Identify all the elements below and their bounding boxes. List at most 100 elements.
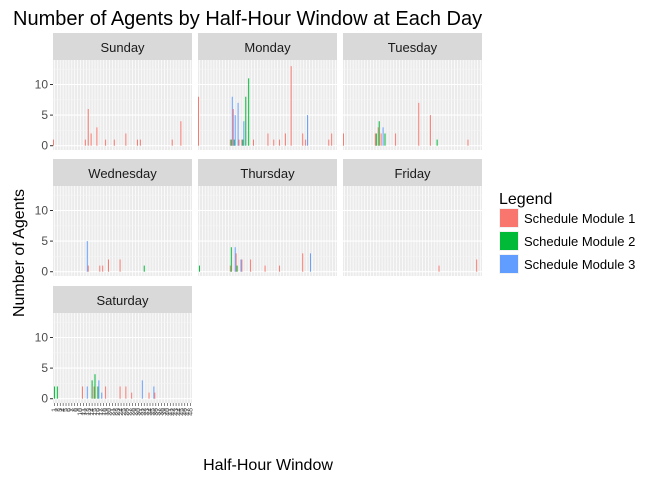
- x-tick-label: 14: [89, 408, 96, 416]
- bar-schedule-module-2: [56, 386, 58, 399]
- bar-schedule-module-1: [154, 392, 156, 399]
- x-tick-label: 16: [95, 408, 102, 416]
- facet-panel: [343, 60, 482, 150]
- bar-schedule-module-1: [305, 139, 307, 146]
- bar-schedule-module-1: [96, 127, 98, 146]
- facet-friday: Friday: [343, 159, 482, 276]
- x-tick-label: 9: [75, 408, 82, 412]
- bar-schedule-module-1: [438, 265, 440, 272]
- x-tick-label: 40: [164, 408, 171, 416]
- bar-schedule-module-3: [231, 96, 233, 146]
- y-tick-label: 5: [41, 361, 48, 375]
- x-tick-label: 4: [60, 408, 67, 412]
- bar-schedule-module-1: [238, 139, 240, 146]
- bar-schedule-module-1: [99, 265, 101, 272]
- facet-tuesday: Tuesday: [343, 33, 482, 150]
- x-tick-label: 32: [141, 408, 148, 416]
- y-tick-label: 0: [41, 139, 48, 153]
- bar-schedule-module-1: [476, 259, 478, 272]
- bar-schedule-module-1: [229, 139, 231, 146]
- bar-schedule-module-1: [105, 386, 107, 399]
- facet-monday: Monday: [198, 33, 337, 150]
- facet-wednesday: Wednesday 0 5 10: [35, 159, 192, 279]
- bar-schedule-module-3: [243, 121, 245, 146]
- x-tick-label: 15: [92, 408, 99, 416]
- x-tick-label: 18: [101, 408, 108, 416]
- bar-schedule-module-1: [284, 133, 286, 146]
- legend-swatch-schedule-module-1: [500, 209, 518, 227]
- x-tick-label: 8: [72, 408, 79, 412]
- x-tick-label: 2: [54, 408, 61, 412]
- facet-strip: [53, 159, 192, 186]
- bar-schedule-module-1: [81, 386, 83, 399]
- bar-schedule-module-3: [234, 115, 236, 146]
- x-tick-label: 26: [124, 408, 131, 416]
- x-tick-label: 35: [150, 408, 157, 416]
- bar-schedule-module-1: [125, 386, 127, 399]
- bar-schedule-module-1: [290, 66, 292, 146]
- y-tick-label: 0: [41, 265, 48, 279]
- bar-schedule-module-1: [279, 265, 281, 272]
- x-tick-label: 31: [138, 408, 145, 416]
- x-tick-label: 48: [188, 408, 195, 416]
- x-tick-label: 21: [109, 408, 116, 416]
- x-tick-label: 42: [170, 408, 177, 416]
- y-tick-label: 0: [41, 392, 48, 406]
- bar-schedule-module-1: [273, 139, 275, 146]
- x-tick-label: 30: [135, 408, 142, 416]
- x-tick-label: 38: [159, 408, 166, 416]
- facet-strip: [343, 33, 482, 60]
- x-tick-label: 3: [57, 408, 64, 412]
- bar-schedule-module-1: [235, 253, 237, 272]
- x-tick-label: 37: [156, 408, 163, 416]
- facet-saturday: Saturday05101234567891011121314151617181…: [35, 286, 195, 416]
- bar-schedule-module-1: [87, 108, 89, 146]
- x-tick-label: 33: [144, 408, 151, 416]
- bar-schedule-module-3: [382, 127, 384, 146]
- legend: Legend Schedule Module 1 Schedule Module …: [499, 191, 635, 274]
- bar-schedule-module-2: [378, 121, 380, 146]
- x-tick-label: 29: [133, 408, 140, 416]
- bar-schedule-module-2: [236, 265, 238, 272]
- y-axis-title: Number of Agents: [11, 189, 28, 317]
- bar-schedule-module-1: [198, 96, 199, 146]
- x-tick-label: 13: [86, 408, 93, 416]
- chart-title: Number of Agents by Half-Hour Window at …: [13, 8, 482, 30]
- bar-schedule-module-3: [240, 259, 242, 272]
- legend-swatch-schedule-module-2: [500, 232, 518, 250]
- x-tick-label: 45: [179, 408, 186, 416]
- x-tick-label: 1: [51, 408, 58, 412]
- bar-schedule-module-1: [377, 127, 379, 146]
- x-tick-label: 7: [69, 408, 76, 412]
- legend-label-schedule-module-2: Schedule Module 2: [524, 234, 635, 249]
- bar-schedule-module-2: [53, 386, 55, 399]
- x-tick-label: 44: [176, 408, 183, 416]
- bar-schedule-module-1: [429, 115, 431, 146]
- facet-strip-label: Friday: [394, 166, 431, 181]
- bar-schedule-module-3: [307, 115, 309, 146]
- bar-schedule-module-3: [234, 247, 236, 272]
- bar-schedule-module-1: [241, 259, 243, 272]
- bar-schedule-module-2: [91, 380, 93, 399]
- bar-schedule-module-1: [148, 392, 150, 399]
- bar-schedule-module-3: [141, 380, 143, 399]
- bar-schedule-module-1: [105, 139, 107, 146]
- bar-schedule-module-1: [380, 133, 382, 146]
- bar-schedule-module-2: [233, 139, 235, 146]
- x-tick-label: 10: [78, 408, 85, 416]
- bar-schedule-module-1: [374, 133, 376, 146]
- bar-schedule-module-2: [436, 139, 438, 146]
- bar-schedule-module-1: [302, 133, 304, 146]
- x-tick-label: 34: [147, 408, 154, 416]
- facet-panel: [53, 313, 192, 403]
- bar-schedule-module-1: [136, 139, 138, 146]
- legend-label-schedule-module-3: Schedule Module 3: [524, 257, 635, 272]
- facet-strip: [343, 159, 482, 186]
- bar-schedule-module-1: [302, 253, 304, 272]
- x-tick-label: 5: [63, 408, 70, 412]
- bar-schedule-module-1: [125, 133, 127, 146]
- bar-schedule-module-2: [375, 133, 377, 146]
- bar-schedule-module-1: [102, 265, 104, 272]
- y-tick-label: 10: [35, 330, 49, 344]
- facet-strip-label: Saturday: [96, 293, 149, 308]
